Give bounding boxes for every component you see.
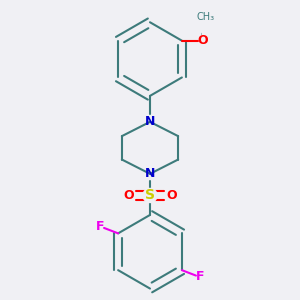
Text: F: F xyxy=(196,270,205,283)
Text: O: O xyxy=(166,189,177,202)
Text: N: N xyxy=(145,116,155,128)
Text: S: S xyxy=(145,188,155,203)
Text: O: O xyxy=(123,189,134,202)
Text: CH₃: CH₃ xyxy=(196,12,215,22)
Text: F: F xyxy=(95,220,104,233)
Text: N: N xyxy=(145,167,155,180)
Circle shape xyxy=(143,188,157,203)
Text: O: O xyxy=(197,34,208,47)
